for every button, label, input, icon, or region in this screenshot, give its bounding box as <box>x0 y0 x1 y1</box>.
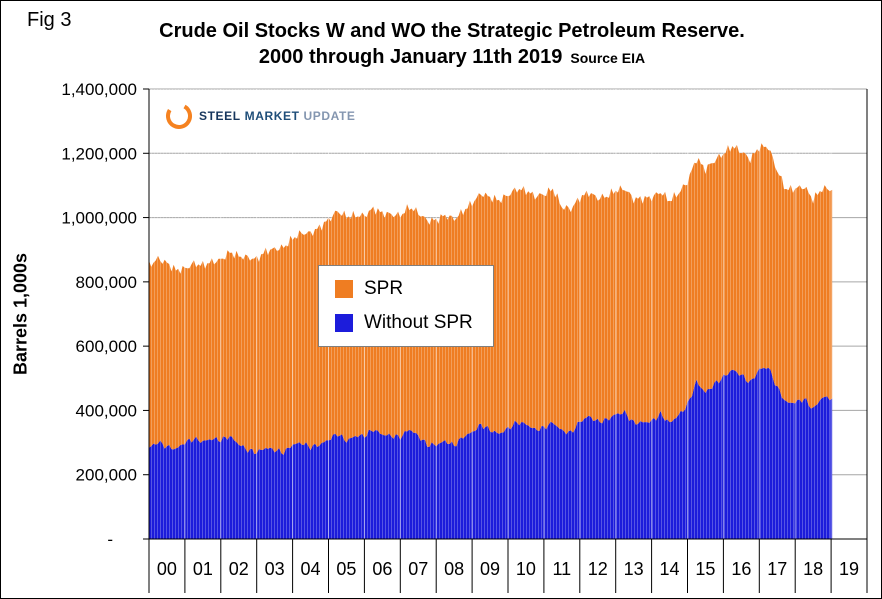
x-axis-label: 11 <box>553 559 572 579</box>
x-axis-label: 18 <box>803 559 823 579</box>
x-axis-label: 16 <box>731 559 751 579</box>
x-axis-label: 00 <box>157 559 177 579</box>
x-axis-label: 12 <box>588 559 608 579</box>
y-axis-label: 1,400,000 <box>61 80 137 99</box>
chart-title-line1: Crude Oil Stocks W and WO the Strategic … <box>159 20 745 42</box>
x-axis-label: 03 <box>265 559 285 579</box>
legend-label-spr: SPR <box>364 278 404 299</box>
y-axis-label: 1,000,000 <box>61 209 137 228</box>
legend-item-spr: SPR <box>335 278 477 300</box>
y-axis-label: 600,000 <box>76 337 137 356</box>
legend-swatch-without-spr-icon <box>335 314 353 332</box>
x-axis-label: 14 <box>660 559 680 579</box>
legend-label-without-spr: Without SPR <box>364 312 473 333</box>
figure-number-label: Fig 3 <box>27 9 72 31</box>
chart-title-line2: 2000 through January 11th 2019 Source EIA <box>101 44 803 71</box>
chart-title-daterange: 2000 through January 11th 2019 <box>258 46 563 68</box>
chart-legend: SPR Without SPR <box>318 265 494 347</box>
x-axis-label: 05 <box>336 559 356 579</box>
y-axis-label: 200,000 <box>76 466 137 485</box>
logo-word-market: MARKET <box>244 109 300 123</box>
x-axis-label: 19 <box>839 559 859 579</box>
x-axis-label: 01 <box>193 559 213 579</box>
x-axis-label: 17 <box>767 559 787 579</box>
steel-market-update-logo: STEEL MARKET UPDATE <box>164 101 356 131</box>
y-axis-label: 400,000 <box>76 401 137 420</box>
legend-item-without-spr: Without SPR <box>335 312 477 334</box>
y-axis-label: 800,000 <box>76 273 137 292</box>
y-axis-label: 1,200,000 <box>61 144 137 163</box>
x-axis-label: 08 <box>444 559 464 579</box>
chart-title: Crude Oil Stocks W and WO the Strategic … <box>101 19 803 71</box>
x-axis-label: 09 <box>480 559 500 579</box>
y-axis-label: - <box>107 530 113 549</box>
x-axis-label: 15 <box>695 559 715 579</box>
x-axis-label: 06 <box>372 559 392 579</box>
logo-word-update: UPDATE <box>303 109 356 123</box>
x-axis-label: 07 <box>408 559 428 579</box>
logo-word-steel: STEEL <box>199 109 241 123</box>
x-axis-label: 02 <box>229 559 249 579</box>
x-axis-label: 10 <box>516 559 536 579</box>
x-axis-label: 04 <box>301 559 321 579</box>
x-axis-label: 13 <box>624 559 644 579</box>
legend-swatch-spr-icon <box>335 280 353 298</box>
chart-source-label: Source EIA <box>570 50 646 66</box>
logo-globe-icon <box>166 103 192 129</box>
logo-text: STEEL MARKET UPDATE <box>199 109 356 123</box>
